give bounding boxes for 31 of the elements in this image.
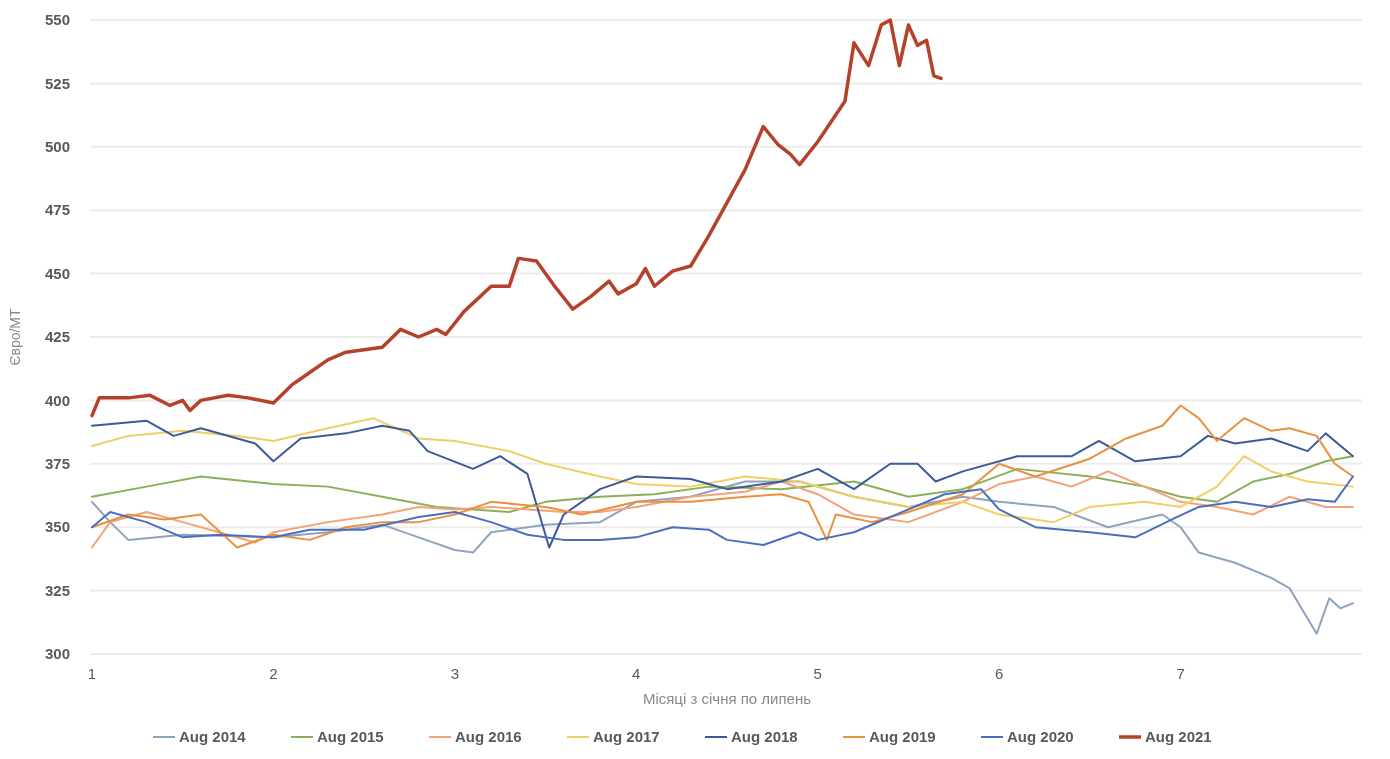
x-tick-label: 3 [450,665,460,682]
legend-label: Aug 2021 [1145,728,1212,746]
x-tick-label: 7 [1176,665,1185,682]
y-tick-label: 375 [44,455,70,473]
y-tick-label: 425 [44,328,70,346]
legend-label: Aug 2018 [731,728,798,746]
x-tick-label: 2 [269,665,278,682]
y-tick-label: 500 [44,138,70,156]
y-tick-label: 550 [44,11,70,29]
y-tick-label: 325 [44,581,70,599]
legend-label: Aug 2017 [593,728,660,746]
legend-label: Aug 2014 [179,728,247,746]
x-tick-label: 4 [632,665,641,682]
y-tick-label: 400 [44,391,70,409]
x-tick-label: 6 [994,665,1004,682]
legend-label: Aug 2015 [317,728,384,746]
y-tick-label: 350 [44,518,70,536]
legend-label: Aug 2016 [455,728,522,746]
legend-label: Aug 2020 [1007,728,1074,746]
legend-label: Aug 2019 [869,728,936,746]
y-tick-label: 475 [44,201,70,219]
line-series [91,417,1354,524]
y-tick-label: 450 [44,264,70,282]
x-tick-label: 1 [87,665,97,682]
line-series [90,18,943,418]
x-tick-label: 5 [813,665,822,682]
y-tick-label: 300 [44,645,70,663]
line-series [91,455,1354,513]
y-axis-title: Євро/МТ [7,307,23,366]
x-axis-title: Місяці з січня по липень [642,690,812,707]
y-tick-label: 525 [44,74,70,92]
